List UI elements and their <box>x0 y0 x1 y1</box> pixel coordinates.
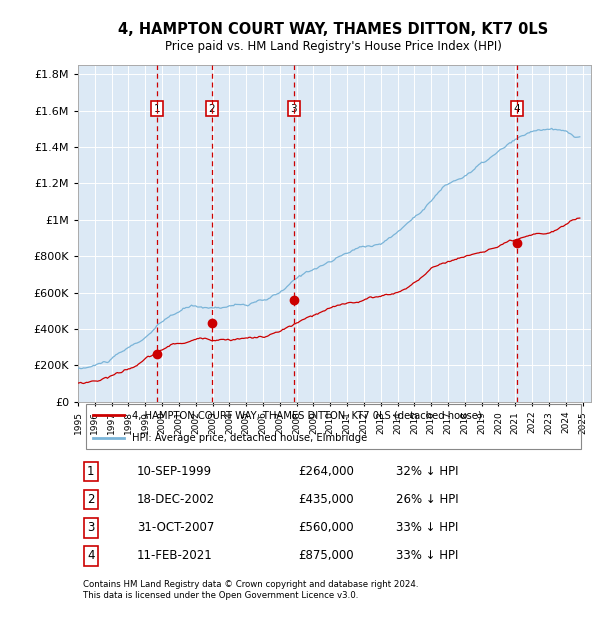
Text: 1: 1 <box>87 465 95 478</box>
Text: £875,000: £875,000 <box>299 549 354 562</box>
Text: 33% ↓ HPI: 33% ↓ HPI <box>396 549 458 562</box>
Text: £435,000: £435,000 <box>299 493 354 506</box>
Text: 10-SEP-1999: 10-SEP-1999 <box>137 465 212 478</box>
Text: 4: 4 <box>87 549 95 562</box>
Text: 32% ↓ HPI: 32% ↓ HPI <box>396 465 458 478</box>
Text: 4, HAMPTON COURT WAY, THAMES DITTON, KT7 0LS: 4, HAMPTON COURT WAY, THAMES DITTON, KT7… <box>118 22 548 37</box>
Text: 1: 1 <box>154 104 160 114</box>
Text: 3: 3 <box>87 521 95 534</box>
Text: Contains HM Land Registry data © Crown copyright and database right 2024.
This d: Contains HM Land Registry data © Crown c… <box>83 580 419 600</box>
Text: 4, HAMPTON COURT WAY, THAMES DITTON, KT7 0LS (detached house): 4, HAMPTON COURT WAY, THAMES DITTON, KT7… <box>132 410 482 420</box>
Text: 11-FEB-2021: 11-FEB-2021 <box>137 549 213 562</box>
Text: 18-DEC-2002: 18-DEC-2002 <box>137 493 215 506</box>
Text: 2: 2 <box>209 104 215 114</box>
Text: £264,000: £264,000 <box>299 465 355 478</box>
Text: £560,000: £560,000 <box>299 521 354 534</box>
Text: 33% ↓ HPI: 33% ↓ HPI <box>396 521 458 534</box>
Text: HPI: Average price, detached house, Elmbridge: HPI: Average price, detached house, Elmb… <box>132 433 367 443</box>
Text: 4: 4 <box>514 104 520 114</box>
Text: 3: 3 <box>290 104 297 114</box>
Text: Price paid vs. HM Land Registry's House Price Index (HPI): Price paid vs. HM Land Registry's House … <box>164 40 502 53</box>
Text: 26% ↓ HPI: 26% ↓ HPI <box>396 493 458 506</box>
Text: 31-OCT-2007: 31-OCT-2007 <box>137 521 214 534</box>
Text: 2: 2 <box>87 493 95 506</box>
